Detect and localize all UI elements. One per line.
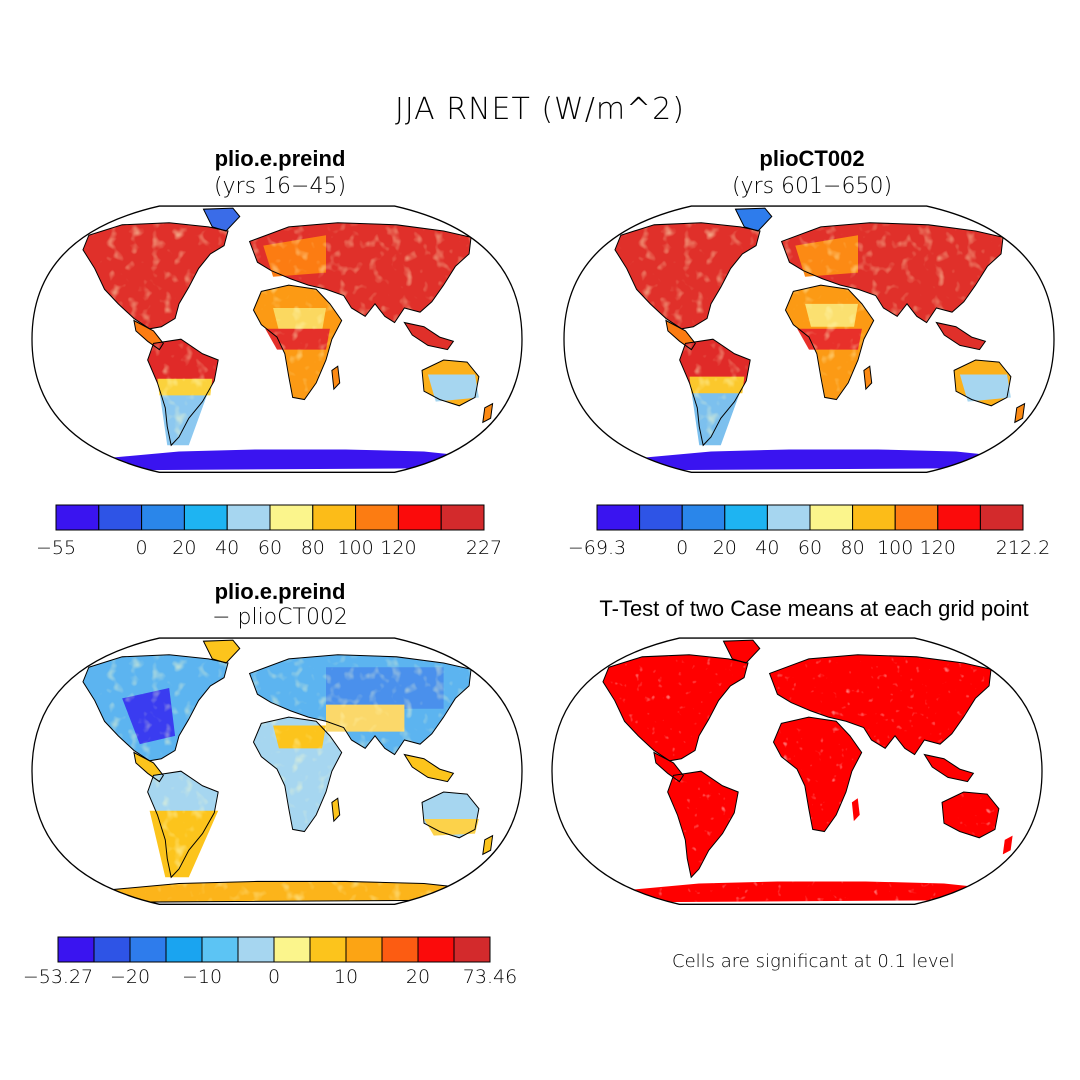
colorbar-tick-label: 120 [920, 537, 956, 559]
colorbar-tick-label: 10 [334, 966, 358, 988]
panel3-map [31, 637, 523, 905]
colorbar-swatch [381, 936, 419, 963]
colorbar-tick-label: 40 [755, 537, 779, 559]
colorbar-swatch [273, 936, 311, 963]
colorbar-swatch [269, 504, 314, 531]
panel1-title: plio.e.preind [214, 146, 346, 171]
colorbar-tick-label: 0 [676, 537, 688, 559]
colorbar-swatch [312, 504, 357, 531]
colorbar-tick-label: 80 [301, 537, 325, 559]
colorbar-tick-label: 73.46 [463, 966, 517, 988]
colorbar-swatch [183, 504, 228, 531]
colorbar-swatch [937, 504, 981, 531]
panel4-map [551, 637, 1043, 905]
colorbar-swatch [766, 504, 811, 531]
colorbar-swatch [141, 504, 185, 531]
colorbar-tick-label: 20 [713, 537, 737, 559]
colorbar-swatch [894, 504, 939, 531]
colorbar-swatch [345, 936, 383, 963]
colorbar-swatch [397, 504, 442, 531]
colorbar-tick-label: 80 [841, 537, 865, 559]
panel2-colorbar: −69.3 0 20 40 60 80 100 120 212.2 [568, 504, 1050, 559]
panel3-title: plio.e.preind [214, 579, 346, 604]
colorbar-swatch [979, 504, 1024, 531]
colorbar-swatch [93, 936, 131, 963]
colorbar-swatch [98, 504, 143, 531]
colorbar-tick-label: 100 [337, 537, 373, 559]
colorbar-swatch [440, 504, 485, 531]
panel1-map [31, 205, 523, 473]
panel2-subtitle: (yrs 601−650) [731, 174, 893, 199]
colorbar-tick-label: −20 [110, 966, 150, 988]
colorbar-tick-label: 0 [136, 537, 148, 559]
panel3-subtitle: − plioCT002 [212, 605, 348, 630]
colorbar-swatch [852, 504, 896, 531]
colorbar-swatch [226, 504, 271, 531]
colorbar-swatch [355, 504, 399, 531]
colorbar-swatch [681, 504, 726, 531]
figure-title: JJA RNET (W/m^2) [395, 92, 685, 127]
colorbar-swatch [309, 936, 347, 963]
colorbar-swatch [453, 936, 491, 963]
colorbar-tick-label: 227 [466, 537, 502, 559]
colorbar-tick-label: 120 [380, 537, 416, 559]
colorbar-tick-label: 60 [798, 537, 822, 559]
colorbar-tick-label: 20 [172, 537, 196, 559]
colorbar-swatch [57, 936, 95, 963]
panel4-title: T-Test of two Case means at each grid po… [599, 596, 1029, 621]
colorbar-tick-label: −55 [36, 537, 76, 559]
colorbar-tick-label: −10 [182, 966, 222, 988]
panel2-title: plioCT002 [759, 146, 865, 171]
colorbar-swatch [55, 504, 100, 531]
colorbar-tick-label: 20 [406, 966, 430, 988]
colorbar-tick-label: 212.2 [996, 537, 1050, 559]
colorbar-swatch [129, 936, 167, 963]
panel3-colorbar: −53.27 −20 −10 0 10 20 73.46 [23, 936, 517, 988]
panel1-colorbar: −55 0 20 40 60 80 100 120 227 [36, 504, 502, 559]
colorbar-swatch [417, 936, 455, 963]
panel2-map [563, 205, 1055, 473]
colorbar-swatch [596, 504, 641, 531]
colorbar-swatch [201, 936, 239, 963]
colorbar-swatch [724, 504, 768, 531]
colorbar-swatch [165, 936, 203, 963]
colorbar-tick-label: 60 [258, 537, 282, 559]
colorbar-tick-label: 40 [215, 537, 239, 559]
colorbar-tick-label: 100 [877, 537, 913, 559]
colorbar-tick-label: −53.27 [23, 966, 93, 988]
colorbar-swatch [639, 504, 683, 531]
colorbar-swatch [809, 504, 854, 531]
significance-note: Cells are significant at 0.1 level [672, 951, 955, 972]
colorbar-swatch [237, 936, 275, 963]
panel1-subtitle: (yrs 16−45) [213, 174, 347, 199]
colorbar-tick-label: −69.3 [568, 537, 626, 559]
colorbar-tick-label: 0 [268, 966, 280, 988]
